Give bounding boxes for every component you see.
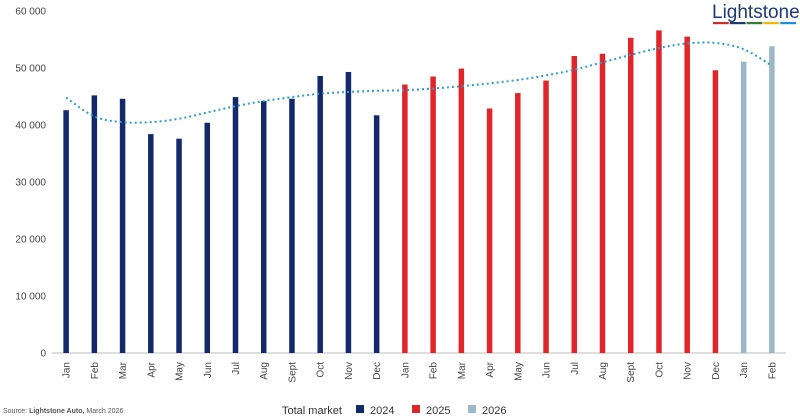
bar (402, 84, 408, 353)
bar (260, 101, 267, 353)
legend-swatch (468, 405, 476, 413)
bar (63, 110, 69, 354)
bar (769, 46, 775, 354)
source-org: Lightstone Auto, (29, 408, 84, 415)
bar (119, 98, 126, 353)
x-tick-label: Aug (598, 362, 609, 380)
bar (712, 70, 719, 353)
x-tick-label: Sept (626, 362, 637, 383)
x-tick-label: Oct (316, 362, 327, 378)
legend-swatch (412, 405, 420, 413)
x-tick-label: May (175, 362, 186, 381)
x-tick-label: Jan (62, 362, 73, 378)
x-tick-label: Aug (259, 362, 270, 380)
legend: Total market 2024 2025 2026 (282, 405, 506, 417)
x-tick-label: Mar (457, 361, 468, 379)
y-tick-label: 20 000 (15, 235, 46, 246)
y-tick-label: 50 000 (15, 64, 46, 75)
x-tick-label: Jan (400, 362, 411, 378)
logo-stripe (713, 22, 729, 25)
x-axis: Jan Feb Mar Apr May Jun Jul Aug Sept Oct Nov Dec Jan… (62, 361, 779, 382)
x-tick-label: Oct (654, 362, 665, 378)
bar (515, 93, 521, 353)
bar (684, 36, 690, 354)
trend-line (65, 41, 773, 124)
bar (486, 108, 493, 353)
bar (204, 122, 211, 353)
x-tick-label: Jul (570, 362, 581, 375)
source-label: Source: (3, 408, 27, 415)
legend-items: 2024 2025 2026 (356, 405, 506, 417)
x-tick-label: Nov (344, 362, 355, 380)
x-tick-label: Jun (542, 362, 553, 378)
y-tick-label: 60 000 (15, 7, 46, 18)
legend-label: 2026 (482, 405, 506, 417)
legend-label: 2024 (370, 405, 394, 417)
x-tick-label: Sept (287, 362, 298, 383)
logo-stripe (780, 22, 796, 25)
y-axis: 0 10 000 20 000 30 000 40 000 50 000 60 000 (15, 7, 46, 360)
lightstone-logo: Lightstone (712, 2, 800, 25)
legend-title: Total market (282, 405, 342, 417)
bar (317, 75, 323, 353)
bar (91, 95, 98, 354)
logo-stripe (729, 22, 746, 25)
x-tick-label: Jun (203, 362, 214, 378)
bar (232, 97, 239, 353)
bar (656, 30, 662, 353)
y-tick-label: 0 (40, 349, 46, 360)
bar (458, 68, 465, 353)
x-tick-label: Feb (767, 362, 778, 380)
bar (599, 53, 606, 353)
x-tick-label: Feb (429, 362, 440, 380)
x-tick-label: Mar (118, 361, 129, 379)
x-tick-label: Dec (372, 362, 383, 380)
bar (543, 80, 549, 353)
bar (176, 138, 182, 353)
bar (571, 56, 578, 353)
bar (148, 134, 154, 353)
x-tick-label: Nov (683, 362, 694, 380)
legend-swatch (356, 405, 364, 413)
bar (627, 37, 634, 353)
logo-text: Lightstone (712, 2, 800, 23)
legend-label: 2025 (426, 405, 450, 417)
bar (345, 71, 352, 354)
source-date: March 2026 (86, 408, 123, 415)
logo-stripe (763, 22, 780, 25)
x-tick-label: Dec (711, 362, 722, 380)
bars (63, 30, 775, 354)
y-tick-label: 10 000 (15, 292, 46, 303)
bar (373, 115, 380, 353)
logo-stripes (713, 22, 796, 25)
x-tick-label: May (513, 362, 524, 381)
x-tick-label: Apr (146, 361, 157, 377)
bar (740, 61, 747, 353)
x-tick-label: Jul (231, 362, 242, 375)
x-tick-label: Apr (485, 361, 496, 377)
x-tick-label: Feb (90, 362, 101, 380)
y-tick-label: 30 000 (15, 178, 46, 189)
y-tick-label: 40 000 (15, 121, 46, 132)
bar (430, 76, 436, 354)
logo-stripe (746, 22, 763, 25)
bar (289, 98, 295, 353)
x-tick-label: Jan (739, 362, 750, 378)
source-note: Source: Lightstone Auto, March 2026 (3, 408, 123, 415)
